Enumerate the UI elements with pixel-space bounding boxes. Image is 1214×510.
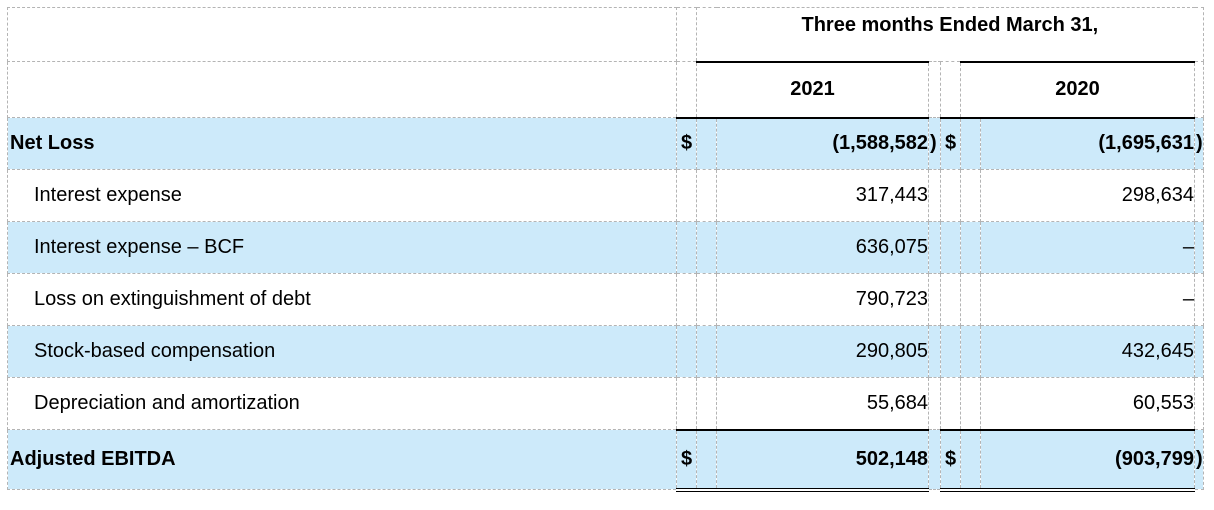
paren-2021 (928, 169, 941, 222)
paren-2020: ) (1194, 117, 1204, 170)
table-row-stock-based-compensation: Stock-based compensation 290,805 432,645 (7, 325, 1204, 378)
year-2020-header: 2020 (960, 60, 1195, 118)
currency-symbol: $ (940, 428, 961, 492)
paren-2021 (928, 377, 941, 430)
paren-2021: ) (928, 117, 941, 170)
year-2021-header: 2021 (696, 60, 929, 118)
row-label: Loss on extinguishment of debt (7, 273, 677, 326)
paren-2021 (928, 221, 941, 274)
value-2020: – (980, 273, 1195, 326)
paren-2020 (1194, 273, 1204, 326)
table-row-depreciation: Depreciation and amortization 55,684 60,… (7, 377, 1204, 430)
paren-2020: ) (1194, 429, 1204, 490)
value-2020: (903,799 (980, 428, 1195, 492)
table-row-net-loss: Net Loss $ (1,588,582 ) $ (1,695,631 ) (7, 116, 1204, 170)
row-label: Interest expense – BCF (7, 221, 677, 274)
paren-2020 (1194, 169, 1204, 222)
row-label: Net Loss (7, 117, 677, 170)
paren-2021 (928, 429, 941, 490)
table-row-loss-on-extinguishment: Loss on extinguishment of debt 790,723 – (7, 273, 1204, 326)
row-label: Adjusted EBITDA (7, 429, 677, 490)
value-2020: 432,645 (980, 325, 1195, 378)
table-row-interest-expense-bcf: Interest expense – BCF 636,075 – (7, 221, 1204, 274)
period-title: Three months Ended March 31, (696, 7, 1204, 62)
row-label: Stock-based compensation (7, 325, 677, 378)
paren-2021 (928, 325, 941, 378)
value-2020: – (980, 221, 1195, 274)
row-label: Interest expense (7, 169, 677, 222)
currency-symbol: $ (676, 428, 697, 492)
value-2021: (1,588,582 (716, 116, 929, 170)
value-2021: 502,148 (716, 428, 929, 492)
value-2021: 790,723 (716, 273, 929, 326)
row-label: Depreciation and amortization (7, 377, 677, 430)
header-year-row: 2021 2020 (7, 60, 1204, 118)
value-2021: 55,684 (716, 377, 929, 430)
value-2020: 298,634 (980, 169, 1195, 222)
paren-2020 (1194, 377, 1204, 430)
value-2021: 290,805 (716, 325, 929, 378)
paren-2020 (1194, 221, 1204, 274)
value-2021: 317,443 (716, 169, 929, 222)
table-row-interest-expense: Interest expense 317,443 298,634 (7, 169, 1204, 222)
paren-2020 (1194, 325, 1204, 378)
paren-2021 (928, 273, 941, 326)
value-2020: 60,553 (980, 377, 1195, 430)
currency-symbol: $ (940, 116, 961, 170)
value-2020: (1,695,631 (980, 116, 1195, 170)
header-period-row: Three months Ended March 31, (7, 7, 1204, 62)
currency-symbol: $ (676, 116, 697, 170)
ebitda-reconciliation-table: Three months Ended March 31, 2021 2020 N… (7, 7, 1204, 492)
table-row-adjusted-ebitda: Adjusted EBITDA $ 502,148 $ (903,799 ) (7, 428, 1204, 492)
value-2021: 636,075 (716, 221, 929, 274)
